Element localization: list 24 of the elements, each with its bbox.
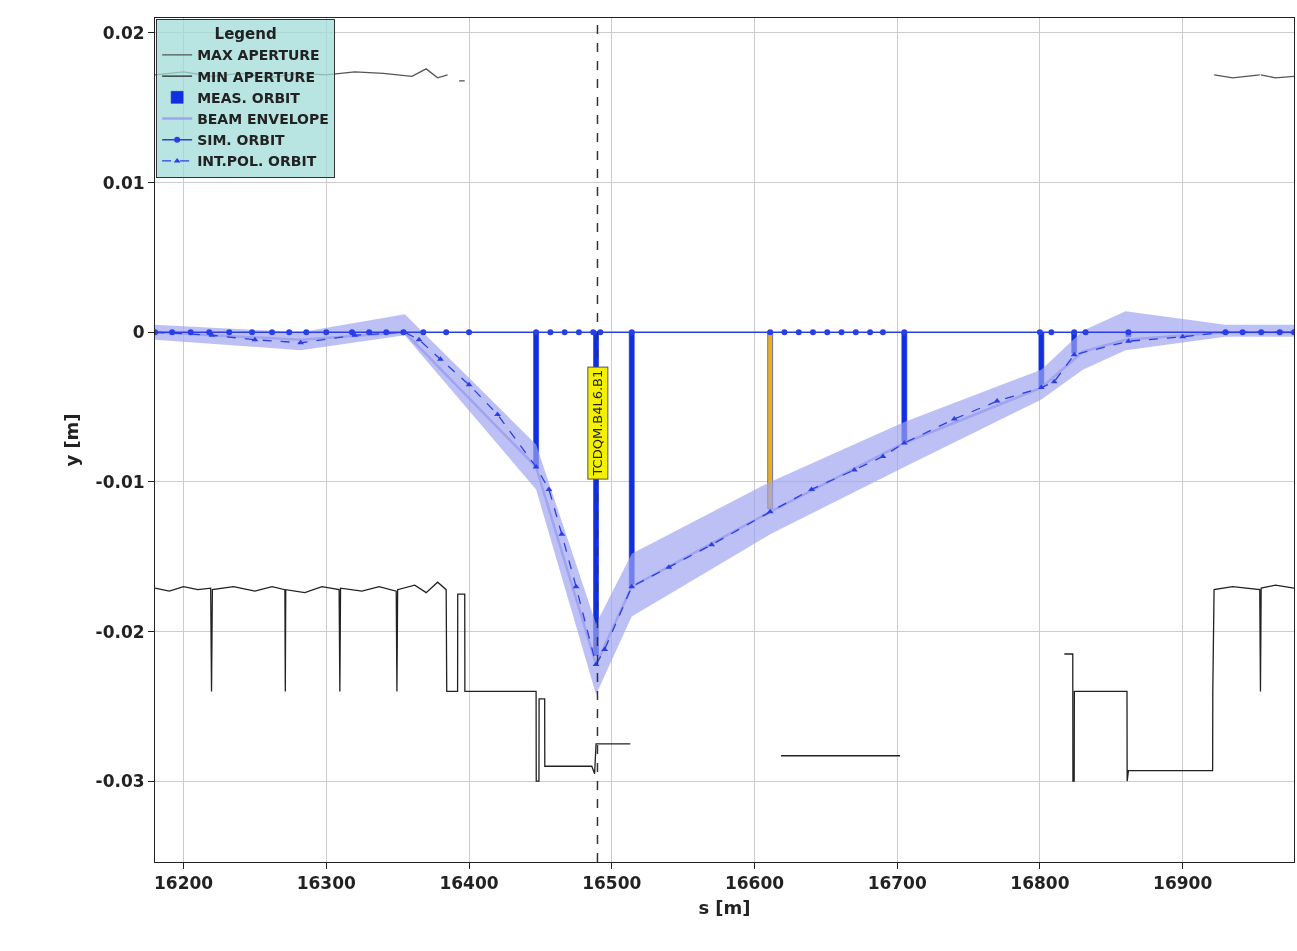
legend-label: SIM. ORBIT [197,132,286,149]
x-tick-label: 16300 [296,873,357,894]
x-tick-label: 16900 [1153,873,1213,894]
x-tick-label: 16600 [724,873,785,894]
legend-label: MEAS. ORBIT [197,89,301,106]
legend-title: Legend [214,25,277,44]
y-axis-title: y [m] [60,413,82,467]
legend-label: INT.POL. ORBIT [197,153,317,170]
x-tick-label: 16700 [867,873,927,894]
x-tick-label: 16400 [439,873,499,894]
legend-label: MIN APERTURE [197,68,315,85]
y-tick-label: 0 [132,322,145,343]
y-tick-label: 0.02 [102,22,145,43]
x-tick-label: 16500 [582,873,642,894]
x-tick-label: 16800 [1010,873,1070,894]
y-tick-label: 0.01 [102,172,145,193]
y-tick-label: -0.03 [95,771,145,792]
x-axis-title: s [m] [698,896,751,918]
y-tick-label: -0.02 [95,621,145,642]
x-tick-label: 16200 [153,873,214,894]
ref-line-label: TCDQM.B4L6.B1 [590,369,606,477]
legend-label: BEAM ENVELOPE [197,111,329,127]
legend-label: MAX APERTURE [197,47,320,64]
y-tick-label: -0.01 [95,471,145,492]
